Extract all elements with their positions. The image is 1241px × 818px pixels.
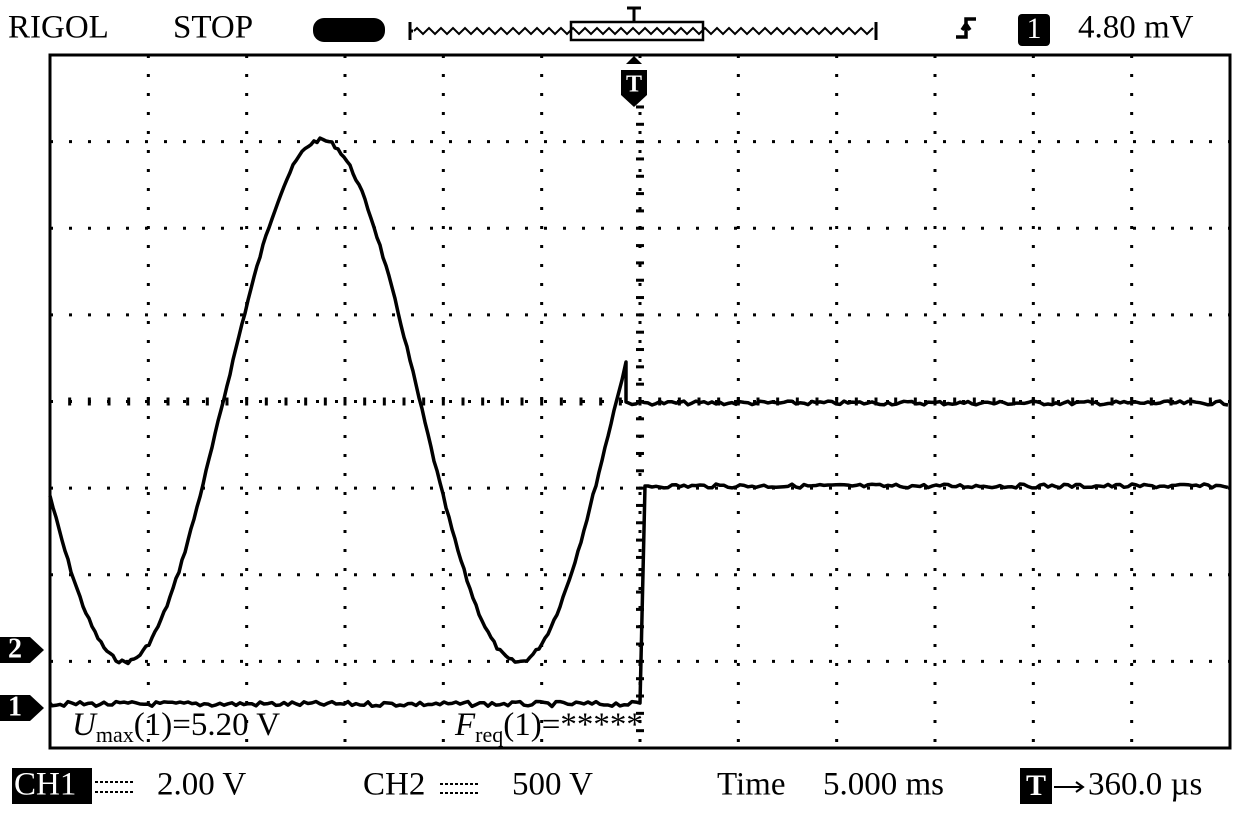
trigger-edge-icon: [956, 17, 976, 39]
trigger-marker: T: [626, 72, 642, 98]
ch1-marker: 1: [8, 691, 22, 722]
ch2-marker: 2: [8, 633, 22, 664]
trigger-label-box: [1020, 768, 1052, 804]
measurement-freq: Freq(1)=*****: [454, 707, 643, 747]
ch1-label: CH1: [14, 767, 76, 803]
ch1-scale: 2.00 V: [157, 767, 246, 803]
value: (1)=5.20 V: [134, 707, 280, 743]
time-scale: 5.000 ms: [823, 767, 944, 803]
ch2-waveform: [48, 136, 1229, 666]
ch1-label-box: [12, 768, 92, 804]
ch1-marker-shape: [0, 695, 44, 721]
symbol: F: [454, 707, 476, 743]
trigger-marker-tip: [626, 56, 642, 64]
trigger-source-box: [1018, 14, 1050, 46]
trigger-level: 4.80 mV: [1078, 10, 1194, 46]
ch1-waveform: [48, 482, 1229, 709]
run-status: STOP: [173, 10, 253, 46]
trigger-marker-shape: [621, 70, 647, 107]
ch2-label: CH2: [363, 767, 425, 803]
brand: RIGOL: [8, 10, 109, 46]
ch2-marker-shape: [0, 637, 44, 663]
ch1-coupling-icon: [95, 781, 135, 793]
trigger-offset: 360.0 µs: [1088, 767, 1202, 803]
time-label: Time: [717, 767, 785, 803]
ch2-scale: 500 V: [512, 767, 593, 803]
offset-arrow: [1054, 781, 1085, 793]
measurement-umax: Umax(1)=5.20 V: [72, 707, 280, 747]
value: (1)=*****: [503, 707, 643, 743]
ch2-coupling-icon: [440, 783, 480, 794]
trigger-label: T: [1026, 769, 1046, 802]
symbol: U: [72, 707, 98, 743]
trigger-source: 1: [1027, 12, 1042, 45]
memory-icon: [313, 18, 385, 42]
memory-bar: [408, 6, 878, 42]
subscript: max: [96, 722, 134, 747]
subscript: req: [475, 722, 503, 747]
